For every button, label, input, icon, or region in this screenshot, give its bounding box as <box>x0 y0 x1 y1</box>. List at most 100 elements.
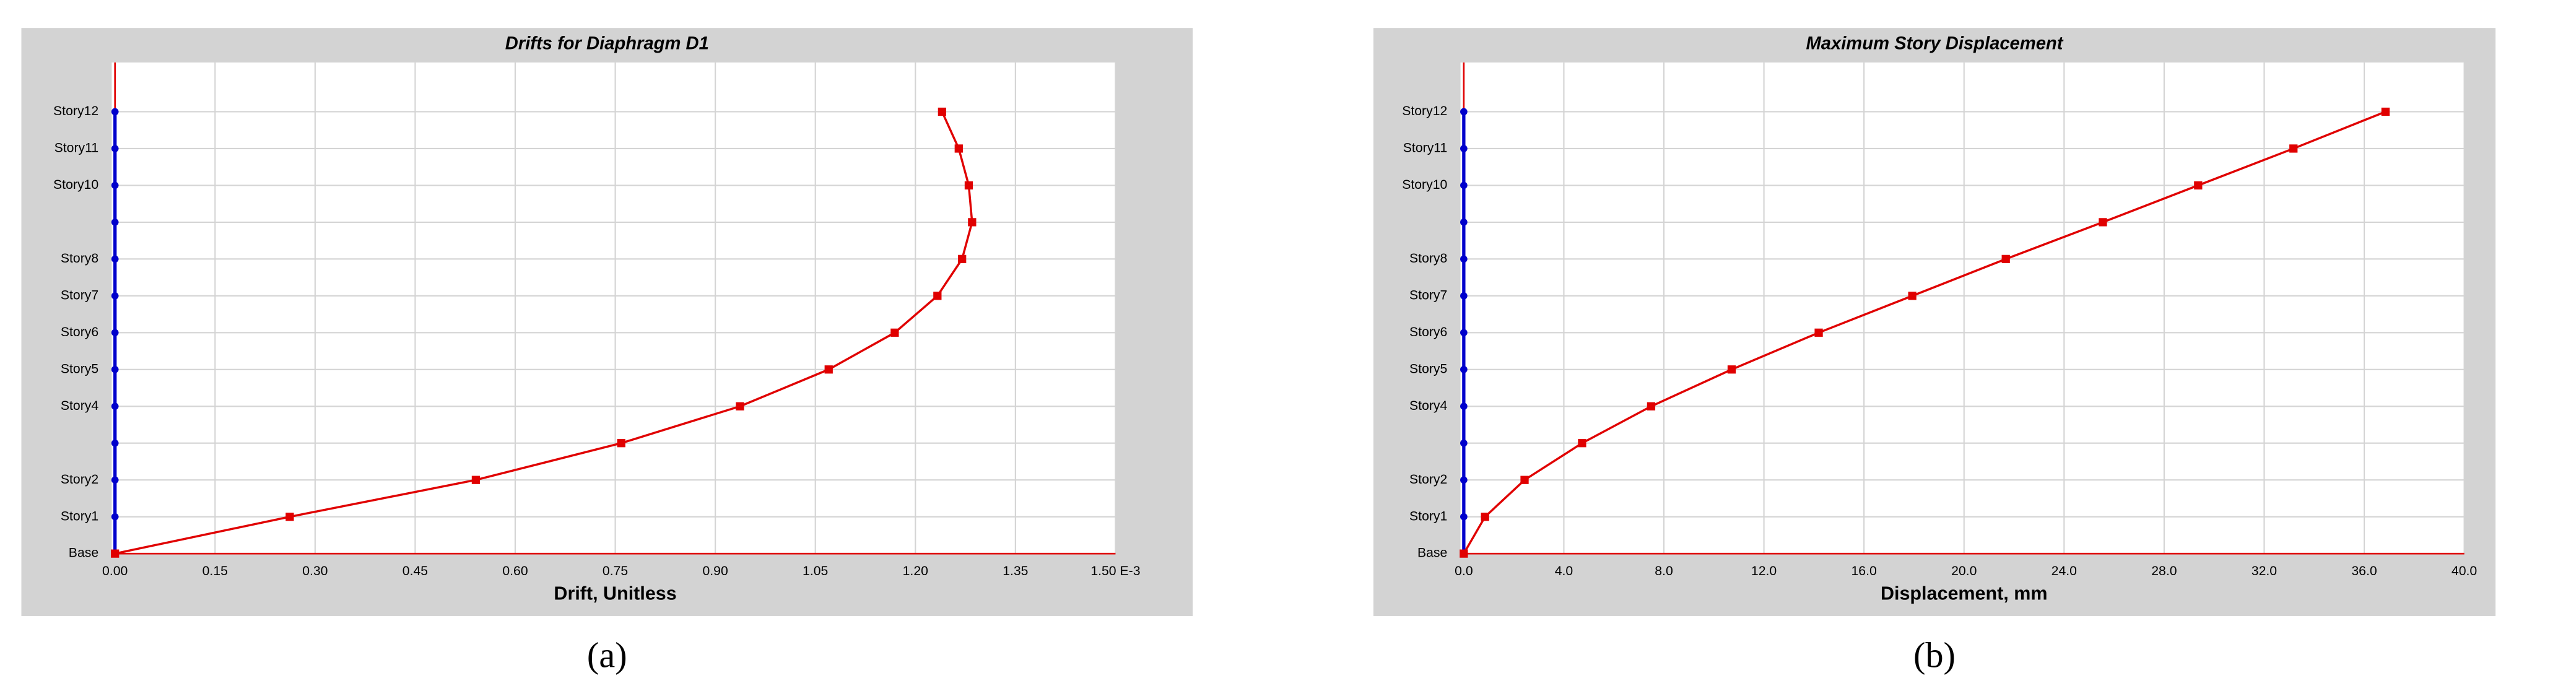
x-tick-label: 28.0 <box>2151 564 2177 578</box>
plot-area <box>111 62 1116 554</box>
story-dot <box>111 513 119 521</box>
x-tick-label: 0.30 <box>302 564 328 578</box>
data-point <box>471 475 481 484</box>
data-point <box>285 513 294 521</box>
y-tick-label: Story6 <box>61 325 98 339</box>
story-dot <box>1460 365 1468 373</box>
data-point <box>617 439 625 448</box>
y-tick-label: Story1 <box>1409 509 1447 523</box>
story-dot <box>111 365 119 373</box>
story-dot <box>111 145 119 152</box>
data-point <box>111 549 120 558</box>
data-point <box>824 365 833 374</box>
x-tick-label: 0.15 <box>202 564 228 578</box>
story-dot <box>1460 181 1468 189</box>
data-point <box>2381 107 2390 116</box>
data-point <box>954 144 963 153</box>
title: Maximum Story Displacement <box>1806 33 2063 53</box>
story-dot <box>1460 255 1468 263</box>
data-point <box>1727 365 1736 374</box>
story-dot <box>111 402 119 410</box>
story-dot <box>1460 476 1468 484</box>
x-tick-label: 24.0 <box>2052 564 2077 578</box>
story-dot <box>111 476 119 484</box>
plot-area <box>1460 62 2465 554</box>
x-tick-label: 0.45 <box>402 564 428 578</box>
x-tick-label: 32.0 <box>2252 564 2277 578</box>
data-point <box>890 328 899 337</box>
story-dot <box>111 219 119 226</box>
data-point <box>1647 402 1656 410</box>
data-point <box>1578 439 1586 448</box>
y-tick-label: Story4 <box>1409 399 1448 413</box>
story-dot <box>1460 439 1468 447</box>
data-point <box>1481 513 1489 521</box>
x-tick-label: 12.0 <box>1751 564 1777 578</box>
x-tick-label: 1.50 E-3 <box>1090 564 1140 578</box>
story-dot <box>1460 219 1468 226</box>
data-point <box>958 254 967 263</box>
caption: (a) <box>587 635 627 675</box>
y-tick-label: Story10 <box>53 178 98 192</box>
data-point <box>2099 218 2107 227</box>
y-tick-label: Story10 <box>1402 178 1447 192</box>
x-tick-label: 4.0 <box>1555 564 1573 578</box>
y-tick-label: Story11 <box>54 141 99 155</box>
data-point <box>2001 254 2010 263</box>
story-dot <box>111 292 119 300</box>
x-tick-label: 0.90 <box>702 564 728 578</box>
y-tick-label: Story4 <box>61 399 99 413</box>
y-tick-label: Story5 <box>1409 362 1447 376</box>
data-point <box>1908 292 1917 300</box>
x-tick-label: 36.0 <box>2351 564 2377 578</box>
y-tick-label: Story6 <box>1409 325 1447 339</box>
x-axis-label: Drift, Unitless <box>554 583 676 604</box>
story-dot <box>1460 513 1468 521</box>
data-point <box>1520 475 1529 484</box>
y-tick-label: Story11 <box>1403 141 1448 155</box>
data-point <box>1814 328 1823 337</box>
y-tick-label: Base <box>1417 546 1447 560</box>
data-point <box>968 218 977 227</box>
y-tick-label: Story2 <box>1409 472 1447 487</box>
y-tick-label: Story12 <box>53 104 98 118</box>
y-tick-label: Story8 <box>1409 251 1447 266</box>
x-tick-label: 1.20 <box>903 564 928 578</box>
y-tick-label: Story1 <box>61 509 98 523</box>
story-dot <box>1460 145 1468 152</box>
x-tick-label: 1.05 <box>803 564 828 578</box>
x-tick-label: 20.0 <box>1951 564 1977 578</box>
data-point <box>933 292 942 300</box>
data-point <box>1460 549 1468 558</box>
x-tick-label: 0.00 <box>102 564 128 578</box>
caption: (b) <box>1913 635 1956 675</box>
data-point <box>2289 144 2298 153</box>
x-tick-label: 1.35 <box>1003 564 1028 578</box>
data-point <box>964 181 973 190</box>
y-tick-label: Story7 <box>61 288 98 302</box>
x-axis-label: Displacement, mm <box>1881 583 2048 604</box>
story-dot <box>111 108 119 116</box>
data-point <box>938 107 947 116</box>
story-dot <box>111 329 119 337</box>
story-dot <box>1460 329 1468 337</box>
y-tick-label: Base <box>69 546 98 560</box>
data-point <box>736 402 744 410</box>
y-tick-label: Story12 <box>1402 104 1447 118</box>
y-tick-label: Story5 <box>61 362 98 376</box>
x-tick-label: 40.0 <box>2452 564 2477 578</box>
story-dot <box>111 255 119 263</box>
x-tick-label: 0.60 <box>502 564 528 578</box>
x-tick-label: 16.0 <box>1852 564 1877 578</box>
title: Drifts for Diaphragm D1 <box>505 33 709 53</box>
x-tick-label: 0.75 <box>603 564 628 578</box>
y-tick-label: Story8 <box>61 251 98 266</box>
x-tick-label: 0.0 <box>1455 564 1473 578</box>
y-tick-label: Story2 <box>61 472 98 487</box>
story-dot <box>1460 402 1468 410</box>
y-tick-label: Story7 <box>1409 288 1447 302</box>
story-dot <box>1460 108 1468 116</box>
story-dot <box>111 439 119 447</box>
